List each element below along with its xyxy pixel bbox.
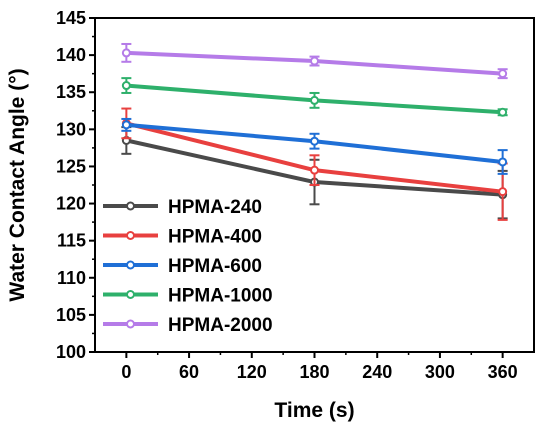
x-tick-label: 300 [425, 362, 455, 382]
y-tick-label: 135 [56, 82, 86, 102]
legend-marker [126, 290, 135, 299]
x-tick-label: 180 [299, 362, 329, 382]
data-point [310, 56, 319, 66]
series-HPMA-600 [121, 117, 508, 175]
legend-label: HPMA-400 [168, 227, 262, 248]
data-point [498, 69, 508, 79]
legend-label: HPMA-600 [168, 256, 262, 277]
legend-marker [126, 201, 135, 211]
legend-item: HPMA-400 [103, 227, 262, 248]
y-tick-label: 125 [56, 156, 86, 176]
y-axis-title: Water Contact Angle (°) [6, 68, 29, 301]
y-tick-label: 120 [56, 194, 86, 214]
legend-item: HPMA-1000 [103, 286, 273, 307]
x-tick-label: 0 [121, 362, 131, 382]
x-tick-label: 240 [362, 362, 392, 382]
y-tick-label: 145 [56, 8, 86, 28]
data-point [121, 120, 131, 130]
legend-marker [126, 231, 135, 240]
y-tick-label: 100 [56, 342, 86, 362]
legend-item: HPMA-600 [103, 256, 262, 277]
y-tick-label: 130 [56, 119, 86, 139]
series-HPMA-1000 [121, 77, 508, 117]
x-tick-label: 60 [179, 362, 199, 382]
data-point [498, 187, 508, 197]
y-tick-label: 110 [57, 268, 86, 288]
legend-label: HPMA-1000 [168, 286, 273, 307]
x-tick-label: 360 [488, 362, 518, 382]
x-tick-label: 120 [237, 362, 267, 382]
data-point [121, 81, 131, 91]
legend-item: HPMA-2000 [103, 315, 273, 336]
data-point [498, 107, 508, 117]
data-point [121, 48, 131, 58]
data-point [310, 136, 319, 146]
legend-label: HPMA-2000 [168, 315, 273, 336]
x-axis-title: Time (s) [274, 399, 354, 422]
y-tick-label: 115 [57, 231, 86, 251]
data-point [310, 165, 319, 175]
series-HPMA-2000 [121, 42, 508, 80]
legend-label: HPMA-240 [168, 197, 262, 218]
data-point [310, 95, 319, 105]
y-tick-label: 140 [56, 45, 86, 65]
legend-marker [126, 260, 135, 270]
legend-marker [126, 319, 135, 329]
legend-item: HPMA-240 [103, 197, 262, 218]
y-tick-label: 105 [56, 305, 86, 325]
data-point [498, 157, 508, 167]
